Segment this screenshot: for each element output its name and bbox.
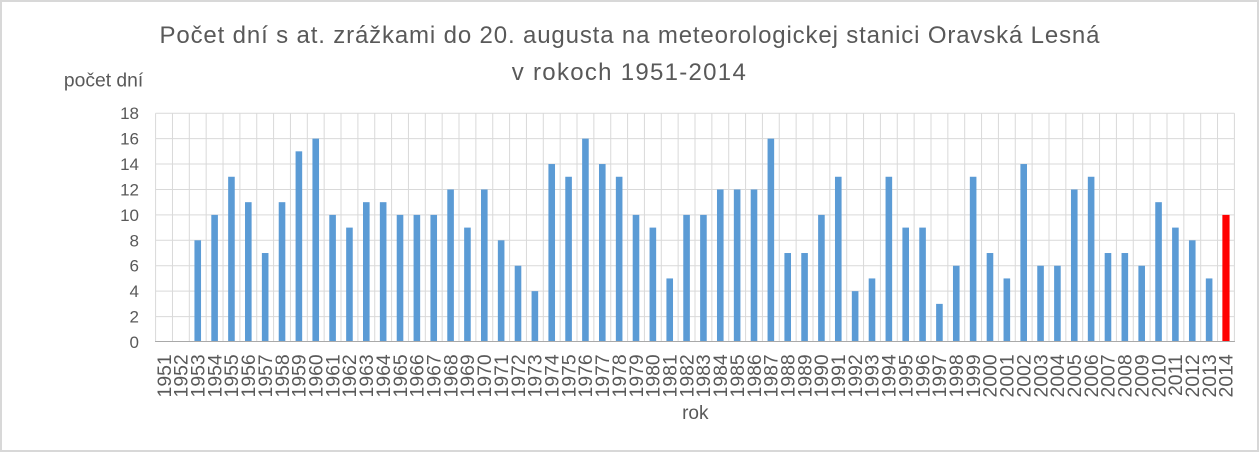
- svg-text:1963: 1963: [356, 354, 378, 397]
- svg-text:16: 16: [120, 130, 139, 149]
- svg-text:1978: 1978: [609, 354, 631, 397]
- svg-text:1987: 1987: [761, 354, 783, 397]
- svg-text:1991: 1991: [828, 354, 850, 397]
- svg-text:1988: 1988: [777, 354, 799, 397]
- svg-text:1974: 1974: [541, 354, 563, 397]
- svg-text:1980: 1980: [643, 354, 665, 397]
- svg-text:1982: 1982: [676, 354, 698, 397]
- svg-text:2000: 2000: [980, 354, 1002, 397]
- svg-text:1959: 1959: [289, 354, 311, 397]
- svg-text:1961: 1961: [322, 354, 344, 397]
- svg-text:1955: 1955: [221, 354, 243, 397]
- svg-text:14: 14: [120, 155, 139, 174]
- svg-text:1999: 1999: [963, 354, 985, 397]
- svg-text:1960: 1960: [305, 354, 327, 397]
- svg-text:1979: 1979: [626, 354, 648, 397]
- svg-text:1969: 1969: [457, 354, 479, 397]
- svg-text:1973: 1973: [525, 354, 547, 397]
- svg-text:počet dní: počet dní: [64, 71, 144, 92]
- svg-text:1954: 1954: [204, 354, 226, 397]
- svg-text:2003: 2003: [1030, 354, 1052, 397]
- svg-text:1997: 1997: [929, 354, 951, 397]
- svg-text:2011: 2011: [1165, 354, 1187, 396]
- svg-text:1972: 1972: [508, 354, 530, 397]
- svg-text:1990: 1990: [811, 354, 833, 397]
- svg-text:1985: 1985: [727, 354, 749, 397]
- svg-text:6: 6: [130, 257, 139, 276]
- svg-text:1975: 1975: [558, 354, 580, 397]
- svg-text:2005: 2005: [1064, 354, 1086, 397]
- svg-text:0: 0: [130, 333, 139, 352]
- svg-text:1993: 1993: [862, 354, 884, 397]
- svg-text:2014: 2014: [1216, 354, 1238, 397]
- svg-text:1952: 1952: [171, 354, 193, 397]
- svg-text:12: 12: [120, 180, 139, 199]
- svg-text:10: 10: [120, 206, 139, 225]
- svg-text:2: 2: [130, 308, 139, 327]
- svg-text:2010: 2010: [1148, 354, 1170, 397]
- svg-text:1964: 1964: [373, 354, 395, 397]
- svg-text:1983: 1983: [693, 354, 715, 397]
- svg-text:1998: 1998: [946, 354, 968, 397]
- svg-text:2004: 2004: [1047, 354, 1069, 397]
- svg-text:1977: 1977: [592, 354, 614, 397]
- svg-text:1951: 1951: [154, 354, 176, 397]
- svg-text:v rokoch 1951-2014: v rokoch 1951-2014: [512, 59, 746, 86]
- svg-text:1989: 1989: [794, 354, 816, 397]
- svg-text:1981: 1981: [659, 354, 681, 397]
- svg-text:2001: 2001: [997, 354, 1019, 397]
- svg-text:1957: 1957: [255, 354, 277, 397]
- svg-text:1971: 1971: [491, 354, 513, 397]
- svg-text:2013: 2013: [1199, 354, 1221, 397]
- svg-text:2007: 2007: [1098, 354, 1120, 397]
- svg-text:2009: 2009: [1131, 354, 1153, 397]
- svg-text:1958: 1958: [272, 354, 294, 397]
- svg-text:1953: 1953: [187, 354, 209, 397]
- svg-text:1956: 1956: [238, 354, 260, 397]
- svg-text:rok: rok: [682, 403, 709, 424]
- svg-text:1996: 1996: [912, 354, 934, 397]
- svg-text:2002: 2002: [1013, 354, 1035, 397]
- svg-text:1986: 1986: [744, 354, 766, 397]
- svg-text:Počet dní s at. zrážkami do 20: Počet dní s at. zrážkami do 20. augusta …: [160, 22, 1101, 49]
- svg-text:4: 4: [130, 282, 139, 301]
- svg-text:1962: 1962: [339, 354, 361, 397]
- svg-text:1967: 1967: [423, 354, 445, 397]
- svg-text:1992: 1992: [845, 354, 867, 397]
- svg-text:1984: 1984: [710, 354, 732, 397]
- svg-text:1970: 1970: [474, 354, 496, 397]
- svg-text:2008: 2008: [1115, 354, 1137, 397]
- svg-text:1995: 1995: [895, 354, 917, 397]
- svg-text:1966: 1966: [407, 354, 429, 397]
- svg-text:1968: 1968: [440, 354, 462, 397]
- svg-text:1965: 1965: [390, 354, 412, 397]
- svg-text:18: 18: [120, 104, 139, 123]
- svg-text:2006: 2006: [1081, 354, 1103, 397]
- svg-text:8: 8: [130, 231, 139, 250]
- svg-text:1976: 1976: [575, 354, 597, 397]
- svg-text:1994: 1994: [879, 354, 901, 397]
- svg-text:2012: 2012: [1182, 354, 1204, 397]
